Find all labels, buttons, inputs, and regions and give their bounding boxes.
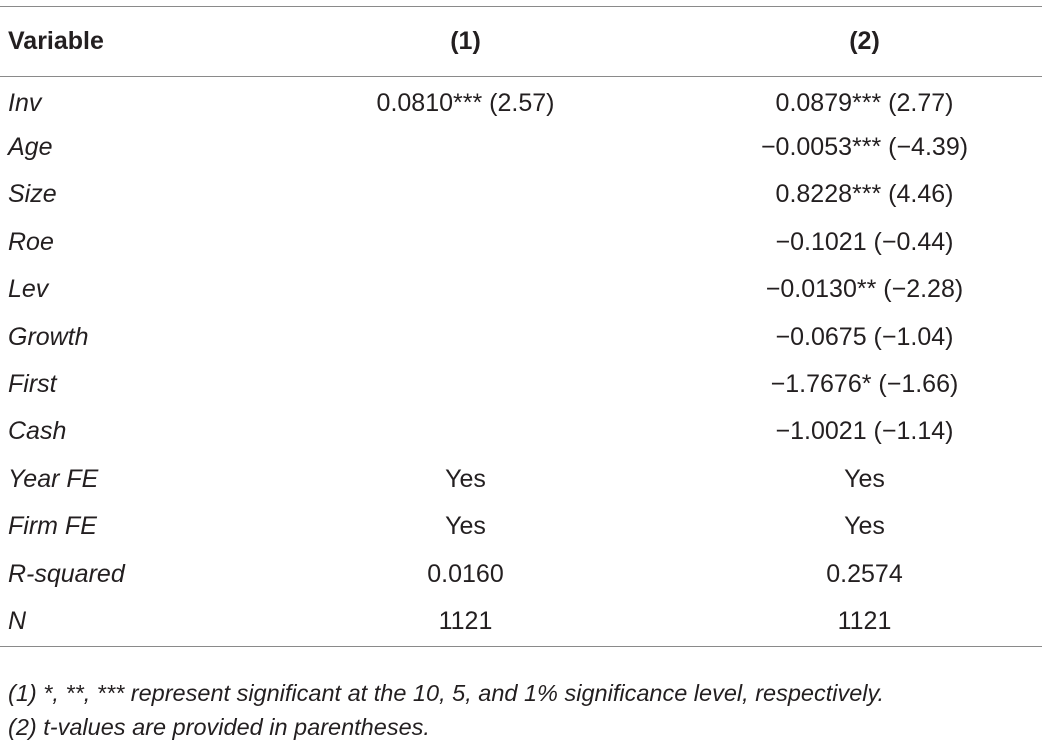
row-model-2-value: −0.0675 (−1.04) [775,322,954,351]
row-variable: R-squared [8,559,125,588]
row-variable: Size [8,180,57,209]
row-model-1-value: Yes [445,464,486,493]
header-model-1: (1) [244,6,687,77]
row-variable: Firm FE [8,512,97,541]
row-model-2-value: −1.0021 (−1.14) [775,417,954,446]
row-model-1-value: 0.0160 [427,559,504,588]
row-model-1-value: 0.0810*** (2.57) [376,88,555,117]
table-row: Age −0.0053*** (−4.39) [0,124,1042,171]
row-model-1-value: Yes [445,512,486,541]
row-model-1-value: 1121 [244,597,687,647]
row-model-1-value [244,266,687,313]
row-model-1-value [244,124,687,171]
row-model-2-value: −0.1021 (−0.44) [775,227,954,256]
note-significance: (1) *, **, *** represent significant at … [8,680,885,706]
row-model-2-value: −0.0053*** (−4.39) [760,133,969,162]
header-variable: Variable [0,6,244,77]
table-row: First −1.7676* (−1.66) [0,361,1042,408]
row-variable: N [0,597,244,647]
row-model-2-value: Yes [844,512,885,541]
row-model-1-value [244,313,687,360]
row-variable: Inv [8,88,42,117]
row-model-1-value [244,171,687,218]
table-row: Lev −0.0130** (−2.28) [0,266,1042,313]
table-row: Size 0.8228*** (4.46) [0,171,1042,218]
note-t-values: (2) t-values are provided in parentheses… [8,714,430,740]
row-variable: Year FE [8,464,99,493]
row-model-1-value [244,408,687,455]
regression-table: Variable (1) (2) Inv 0.0810*** (2.57) 0.… [0,6,1042,647]
row-model-2-value: 0.2574 [826,559,903,588]
row-variable: Roe [8,227,54,256]
table-row: Growth −0.0675 (−1.04) [0,313,1042,360]
row-variable: Cash [8,417,67,446]
table-notes: (1) *, **, *** represent significant at … [8,676,1038,744]
row-model-2-value: 0.0879*** (2.77) [775,88,954,117]
table-row: Cash −1.0021 (−1.14) [0,408,1042,455]
header-row: Variable (1) (2) [0,6,1042,77]
table-row: R-squared 0.0160 0.2574 [0,550,1042,597]
row-model-2-value: −1.7676* (−1.66) [770,370,959,399]
table-row: Inv 0.0810*** (2.57) 0.0879*** (2.77) [0,77,1042,124]
row-model-1-value [244,361,687,408]
table-header: Variable (1) (2) [0,6,1042,77]
row-model-2-value: Yes [844,464,885,493]
table-row: Roe −0.1021 (−0.44) [0,219,1042,266]
table-row: Firm FE Yes Yes [0,503,1042,550]
row-model-2-value: 0.8228*** (4.46) [775,180,954,209]
row-variable: Lev [8,275,49,304]
row-model-1-value [244,219,687,266]
header-model-2: (2) [687,6,1042,77]
row-variable: First [8,370,57,399]
table-row: Year FE Yes Yes [0,456,1042,503]
row-model-2-value: 1121 [687,597,1042,647]
row-variable: Age [8,133,53,162]
table-body: Inv 0.0810*** (2.57) 0.0879*** (2.77) Ag… [0,77,1042,647]
row-model-2-value: −0.0130** (−2.28) [765,275,964,304]
table-row: N 1121 1121 [0,597,1042,647]
row-variable: Growth [8,322,89,351]
